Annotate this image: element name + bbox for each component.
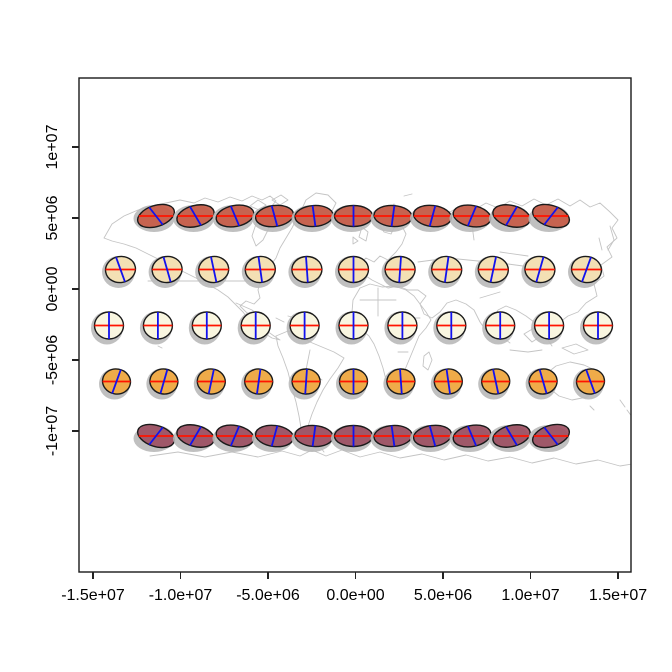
meridian-axis-line [428,425,437,447]
x-axis-tick [179,572,182,579]
meridian-axis-line [115,256,126,283]
x-axis-tick-label: -1.5e+07 [61,587,125,604]
meridian-axis-line [443,256,450,283]
meridian-axis-line [467,425,477,447]
meridian-axis-line [210,256,218,283]
meridian-axis-line [257,256,264,283]
map-british-isles [352,226,369,245]
meridian-axis-line [445,368,451,395]
y-axis-tick [72,217,79,219]
x-axis-tick-label: 0.0e+00 [326,587,385,604]
meridian-axis-line [148,206,164,226]
meridian-axis-line [148,426,164,446]
meridian-axis-line [543,206,559,226]
x-axis-tick [267,572,269,579]
map-arctic-islands [249,194,289,211]
meridian-axis-line [207,369,215,394]
y-axis-tick [72,359,79,361]
meridian-axis-line [492,369,500,394]
meridian-axis-line [505,426,518,446]
meridian-axis-line [535,256,545,283]
meridian-axis-line [398,256,402,283]
meridian-axis-line [489,256,497,283]
meridian-axis-line [189,426,202,446]
meridian-axis-line [270,425,279,447]
x-axis-tick [354,572,357,579]
meridian-axis-line [538,369,548,394]
meridian-axis-line [162,256,172,283]
map-hawaii [157,345,163,349]
y-axis-tick [72,430,79,432]
y-axis-tick [72,146,79,148]
meridian-axis-line [311,205,317,227]
x-axis-tick-label: 5.0e+06 [413,587,473,604]
meridian-axis-line [581,256,592,283]
meridian-axis-line [390,425,396,447]
map-new-zealand [619,399,631,417]
meridian-axis-line [428,205,437,227]
x-axis-tick-label: -1.0e+07 [148,587,213,604]
x-axis-tick [529,572,532,579]
meridian-axis-line [390,205,396,227]
y-axis-tick [72,288,79,290]
x-axis-tick [92,572,94,579]
meridian-axis-line [159,369,169,394]
x-axis-tick-label: -5.0e+06 [236,587,300,604]
meridian-axis-line [270,205,279,227]
x-axis-tick-label: 1.0e+07 [501,587,560,604]
map-svalbard [403,193,413,197]
meridian-axis-line [467,205,477,227]
meridian-axis-line [256,368,262,395]
meridian-axis-line [230,425,240,447]
tissot-ellipse-layer [91,203,614,452]
meridian-axis-line [305,256,309,283]
x-axis-tick-label: 1.5e+07 [588,587,648,604]
meridian-axis-line [543,426,559,446]
meridian-axis-line [505,206,518,226]
map-madagascar [422,351,433,371]
meridian-axis-line [111,369,122,394]
y-axis-tick-label: -1e+07 [44,405,61,457]
x-axis-tick [617,572,619,579]
meridian-axis-line [399,368,403,395]
meridian-axis-line [585,369,596,394]
meridian-axis-line [189,206,202,226]
meridian-axis-line [230,205,240,227]
meridian-axis-line [304,368,308,395]
x-axis-tick [442,572,444,579]
meridian-axis-line [311,425,317,447]
